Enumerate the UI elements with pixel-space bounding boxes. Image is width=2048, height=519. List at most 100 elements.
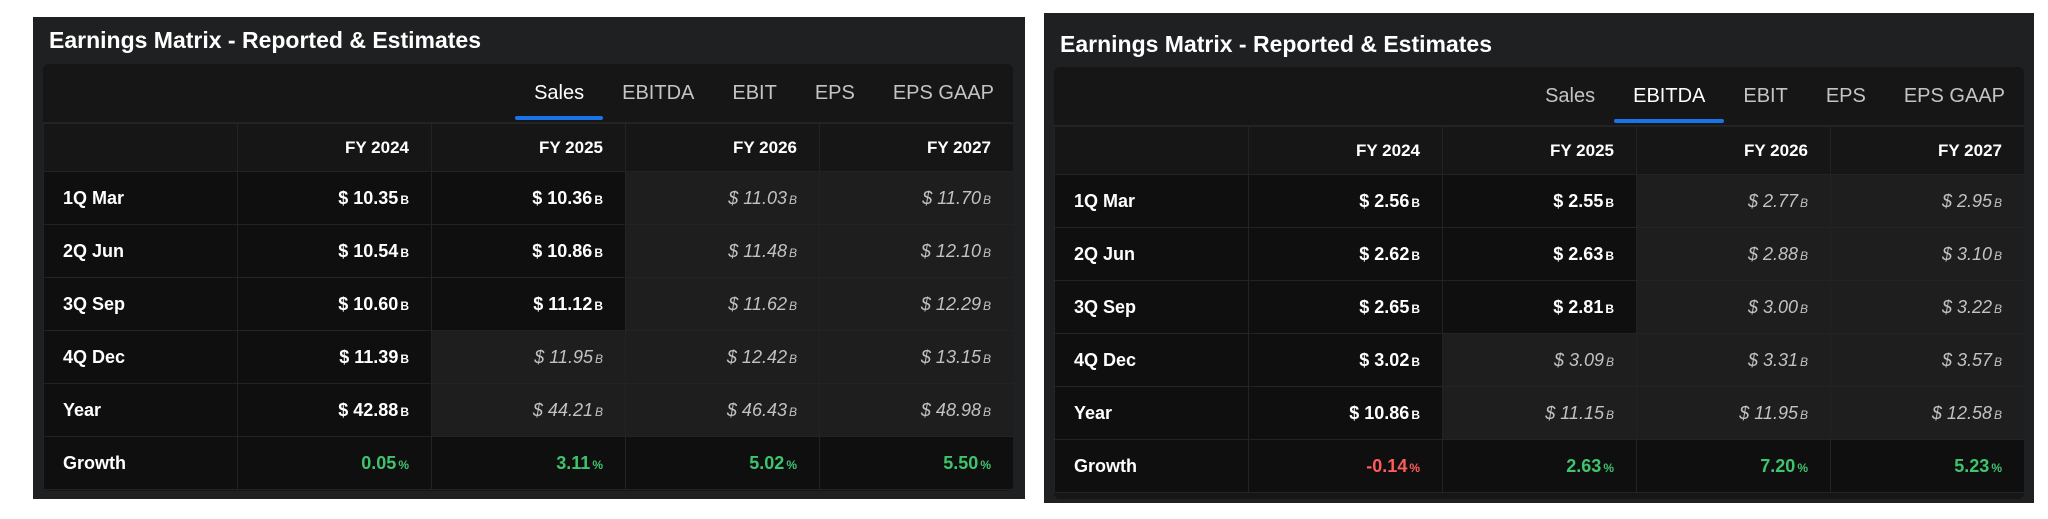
cell-value: $ 11.95: [1739, 402, 1798, 423]
estimate-value-cell: $ 3.31 B: [1636, 333, 1831, 387]
row-label: 2Q Jun: [43, 224, 238, 278]
cell-unit: B: [1411, 195, 1420, 210]
header-row: FY 2024 FY 2025 FY 2026 FY 2027: [1054, 126, 2024, 175]
cell-value: $ 13.15: [920, 346, 981, 367]
estimate-value-cell: $ 3.57 B: [1830, 333, 2024, 387]
tab-ebit[interactable]: EBIT: [732, 81, 777, 104]
cell-unit: %: [592, 457, 603, 472]
cell-value: $ 2.62: [1359, 243, 1410, 264]
column-header: FY 2026: [1636, 126, 1831, 175]
header-corner: [43, 123, 238, 172]
reported-value-cell: $ 2.62 B: [1248, 227, 1443, 281]
growth-cell: 3.11%: [431, 436, 626, 490]
estimate-value-cell: $ 13.15 B: [819, 330, 1013, 384]
cell-unit: B: [1411, 248, 1420, 263]
cell-value: $ 48.98: [920, 399, 981, 420]
table-row: Growth -0.14% 2.63% 7.20% 5.23%: [1054, 439, 2024, 493]
cell-unit: B: [982, 351, 991, 366]
tab-ebit[interactable]: EBIT: [1743, 84, 1788, 107]
cell-value: $ 2.56: [1359, 190, 1410, 211]
cell-unit: B: [400, 404, 409, 419]
cell-unit: B: [594, 404, 603, 419]
row-label: Year: [1054, 386, 1249, 440]
tab-ebitda[interactable]: EBITDA: [622, 81, 695, 104]
cell-value: $ 42.88: [338, 399, 399, 420]
row-label: 4Q Dec: [1054, 333, 1249, 387]
cell-value: -0.14: [1366, 455, 1408, 476]
estimate-value-cell: $ 11.95 B: [431, 330, 626, 384]
cell-unit: B: [1799, 248, 1808, 263]
growth-cell: 5.02%: [625, 436, 820, 490]
estimate-value-cell: $ 48.98 B: [819, 383, 1013, 437]
tab-eps[interactable]: EPS: [814, 81, 855, 104]
cell-value: $ 3.31: [1747, 349, 1798, 370]
tab-bar: Sales EBITDA EBIT EPS EPS GAAP: [515, 64, 1013, 122]
column-header: FY 2025: [1442, 126, 1637, 175]
matrix-container: Sales EBITDA EBIT EPS EPS GAAP FY 2024 FY…: [43, 64, 1013, 491]
column-header: FY 2024: [237, 123, 432, 172]
reported-value-cell: $ 2.63 B: [1442, 227, 1637, 281]
cell-value: $ 11.48: [728, 240, 787, 261]
tab-ebitda[interactable]: EBITDA: [1614, 67, 1725, 125]
reported-value-cell: $ 10.60 B: [237, 277, 432, 331]
table-row: Year $ 10.86 B $ 11.15 B $ 11.95 B $ 12.58 B: [1054, 386, 2024, 440]
earnings-panel-ebitda: Earnings Matrix - Reported & Estimates S…: [1044, 13, 2034, 503]
table-row: 3Q Sep $ 2.65 B $ 2.81 B $ 3.00 B $ 3.22 B: [1054, 280, 2024, 334]
reported-value-cell: $ 2.81 B: [1442, 280, 1637, 334]
cell-value: 7.20: [1760, 455, 1796, 476]
cell-value: $ 12.42: [726, 346, 787, 367]
estimate-value-cell: $ 2.77 B: [1636, 174, 1831, 228]
column-header: FY 2026: [625, 123, 820, 172]
table-row: 2Q Jun $ 10.54 B $ 10.86 B $ 11.48 B $ 12.10 B: [43, 224, 1013, 278]
reported-value-cell: $ 10.36 B: [431, 171, 626, 225]
estimate-value-cell: $ 11.03 B: [625, 171, 820, 225]
cell-unit: %: [980, 457, 991, 472]
row-label: 1Q Mar: [43, 171, 238, 225]
estimate-value-cell: $ 11.70 B: [819, 171, 1013, 225]
table-row: 2Q Jun $ 2.62 B $ 2.63 B $ 2.88 B $ 3.10 B: [1054, 227, 2024, 281]
cell-unit: B: [1605, 195, 1614, 210]
row-label: 4Q Dec: [43, 330, 238, 384]
reported-value-cell: $ 2.55 B: [1442, 174, 1637, 228]
tab-sales[interactable]: Sales: [1545, 84, 1596, 107]
cell-unit: B: [982, 404, 991, 419]
estimate-value-cell: $ 3.10 B: [1830, 227, 2024, 281]
reported-value-cell: $ 2.65 B: [1248, 280, 1443, 334]
panel-title: Earnings Matrix - Reported & Estimates: [1060, 31, 1492, 57]
estimate-value-cell: $ 44.21 B: [431, 383, 626, 437]
earnings-table: FY 2024 FY 2025 FY 2026 FY 2027 1Q Mar $ 2.56…: [1054, 126, 2024, 493]
tab-sales[interactable]: Sales: [515, 64, 604, 122]
tab-eps-gaap[interactable]: EPS GAAP: [1903, 84, 2005, 107]
cell-unit: B: [400, 351, 409, 366]
cell-value: $ 10.86: [1349, 402, 1410, 423]
estimate-value-cell: $ 12.42 B: [625, 330, 820, 384]
growth-cell: 5.50%: [819, 436, 1013, 490]
cell-value: $ 2.77: [1747, 190, 1798, 211]
header-corner: [1054, 126, 1249, 175]
cell-unit: B: [982, 192, 991, 207]
cell-value: 5.02: [749, 452, 785, 473]
cell-unit: B: [1411, 407, 1420, 422]
growth-cell: 7.20%: [1636, 439, 1831, 493]
tab-eps-gaap[interactable]: EPS GAAP: [892, 81, 994, 104]
cell-value: 2.63: [1566, 455, 1602, 476]
tab-eps[interactable]: EPS: [1825, 84, 1866, 107]
cell-unit: B: [1605, 248, 1614, 263]
tab-bar: Sales EBITDA EBIT EPS EPS GAAP: [1526, 67, 2024, 125]
estimate-value-cell: $ 12.29 B: [819, 277, 1013, 331]
panel-title: Earnings Matrix - Reported & Estimates: [49, 27, 481, 53]
cell-value: $ 10.36: [532, 187, 593, 208]
cell-unit: B: [1993, 195, 2002, 210]
cell-value: 3.11: [556, 452, 591, 473]
growth-cell: 0.05%: [237, 436, 432, 490]
cell-value: $ 3.10: [1941, 243, 1992, 264]
cell-value: $ 11.12: [533, 293, 593, 314]
cell-unit: B: [594, 298, 603, 313]
cell-unit: B: [594, 192, 603, 207]
growth-cell: 5.23%: [1830, 439, 2024, 493]
reported-value-cell: $ 10.86 B: [431, 224, 626, 278]
cell-unit: %: [1409, 460, 1420, 475]
cell-value: $ 2.88: [1747, 243, 1798, 264]
cell-value: $ 12.29: [920, 293, 981, 314]
cell-unit: B: [1799, 301, 1808, 316]
